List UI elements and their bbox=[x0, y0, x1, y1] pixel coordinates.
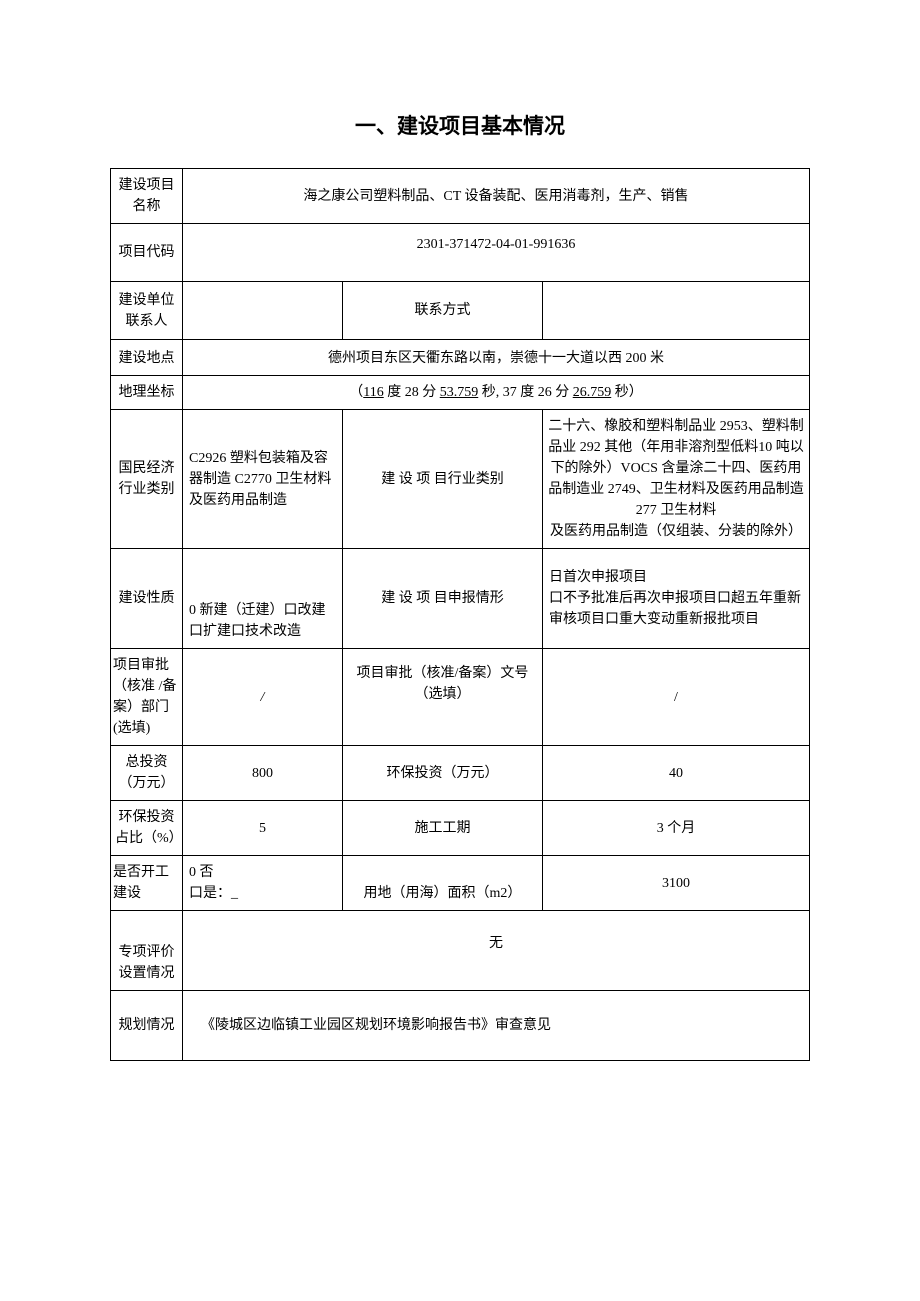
label-total-invest: 总投资（万元） bbox=[111, 746, 183, 801]
label-industry-category: 国民经济行业类别 bbox=[111, 410, 183, 549]
label-approval-no: 项目审批（核准/备案）文号（选填） bbox=[343, 649, 543, 746]
value-planning: 《陵城区边临镇工业园区规划环境影响报告书》审查意见 bbox=[183, 991, 810, 1061]
value-construction-period: 3 个月 bbox=[543, 801, 810, 856]
value-contact-method bbox=[543, 282, 810, 340]
value-total-invest: 800 bbox=[183, 746, 343, 801]
label-env-ratio: 环保投资占比（%） bbox=[111, 801, 183, 856]
value-land-area: 3100 bbox=[543, 856, 810, 911]
label-started: 是否开工建设 bbox=[111, 856, 183, 911]
project-info-table: 建设项目名称 海之康公司塑料制品、CT 设备装配、医用消毒剂，生产、销售 项目代… bbox=[110, 168, 810, 1061]
label-land-area: 用地（用海）面积（m2） bbox=[343, 856, 543, 911]
label-env-invest: 环保投资（万元） bbox=[343, 746, 543, 801]
value-project-code: 2301-371472-04-01-991636 bbox=[183, 224, 810, 282]
value-project-name: 海之康公司塑料制品、CT 设备装配、医用消毒剂，生产、销售 bbox=[183, 169, 810, 224]
value-started: 0 否 口是：_ bbox=[183, 856, 343, 911]
label-project-name: 建设项目名称 bbox=[111, 169, 183, 224]
value-env-invest: 40 bbox=[543, 746, 810, 801]
label-declare-case: 建 设 项 目申报情形 bbox=[343, 549, 543, 649]
label-nature: 建设性质 bbox=[111, 549, 183, 649]
value-approval-no: / bbox=[543, 649, 810, 746]
label-location: 建设地点 bbox=[111, 340, 183, 376]
value-location: 德州项目东区天衢东路以南，崇德十一大道以西 200 米 bbox=[183, 340, 810, 376]
section-title: 一、建设项目基本情况 bbox=[110, 110, 810, 140]
value-coordinates: （116 度 28 分 53.759 秒, 37 度 26 分 26.759 秒… bbox=[183, 376, 810, 410]
value-contact-person bbox=[183, 282, 343, 340]
label-planning: 规划情况 bbox=[111, 991, 183, 1061]
label-approval-dept: 项目审批（核准 /备案）部门(选填) bbox=[111, 649, 183, 746]
value-project-industry: 二十六、橡胶和塑料制品业 2953、塑料制品业 292 其他（年用非溶剂型低料1… bbox=[543, 410, 810, 549]
value-industry-category: C2926 塑料包装箱及容器制造 C2770 卫生材料及医药用品制造 bbox=[183, 410, 343, 549]
label-project-industry: 建 设 项 目行业类别 bbox=[343, 410, 543, 549]
value-nature: 0 新建（迁建）口改建口扩建口技术改造 bbox=[183, 549, 343, 649]
label-contact-person: 建设单位联系人 bbox=[111, 282, 183, 340]
value-env-ratio: 5 bbox=[183, 801, 343, 856]
label-special-eval: 专项评价设置情况 bbox=[111, 911, 183, 991]
label-contact-method: 联系方式 bbox=[343, 282, 543, 340]
value-special-eval: 无 bbox=[183, 911, 810, 991]
value-declare-case: 日首次申报项目 口不予批准后再次申报项目口超五年重新审核项目口重大变动重新报批项… bbox=[543, 549, 810, 649]
value-approval-dept: / bbox=[183, 649, 343, 746]
label-coordinates: 地理坐标 bbox=[111, 376, 183, 410]
label-project-code: 项目代码 bbox=[111, 224, 183, 282]
label-construction-period: 施工工期 bbox=[343, 801, 543, 856]
